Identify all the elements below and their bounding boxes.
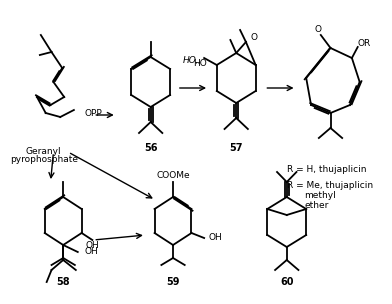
Text: OH: OH xyxy=(85,247,98,257)
Text: OR: OR xyxy=(358,39,371,47)
Text: O: O xyxy=(250,33,257,43)
Text: HO,,: HO,, xyxy=(183,56,202,64)
Text: Geranyl: Geranyl xyxy=(26,147,62,157)
Text: OH: OH xyxy=(209,233,223,243)
Text: R = H, thujaplicin: R = H, thujaplicin xyxy=(287,165,366,174)
Text: 60: 60 xyxy=(280,277,294,287)
Text: pyrophosphate: pyrophosphate xyxy=(10,156,78,164)
Text: 59: 59 xyxy=(166,277,180,287)
Text: O: O xyxy=(314,26,321,34)
Text: 56: 56 xyxy=(144,143,158,153)
Text: OH: OH xyxy=(85,240,99,250)
Text: ether: ether xyxy=(304,201,328,209)
Text: 58: 58 xyxy=(56,277,70,287)
Text: R = Me, thujaplicin: R = Me, thujaplicin xyxy=(287,181,373,189)
Text: methyl: methyl xyxy=(304,191,336,199)
Text: 57: 57 xyxy=(229,143,243,153)
Text: COOMe: COOMe xyxy=(156,171,190,179)
Text: HO: HO xyxy=(193,60,207,68)
Text: OPP: OPP xyxy=(85,109,102,119)
